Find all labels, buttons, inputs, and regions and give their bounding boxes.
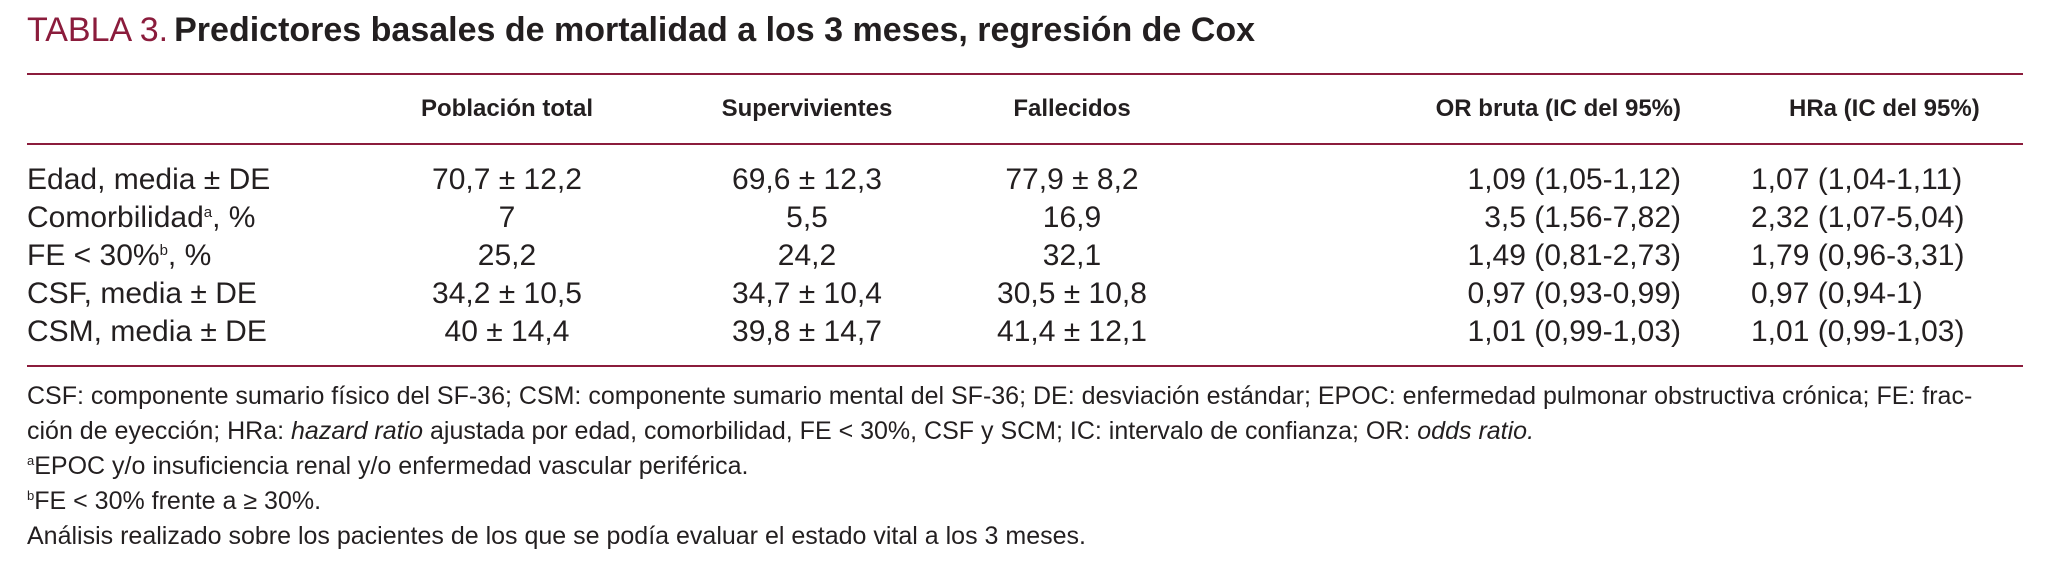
row-label: FE < 30%b, % bbox=[27, 237, 357, 275]
cell-fallecidos: 77,9 ± 8,2 bbox=[1005, 163, 1139, 196]
footnote-abbreviations-1: CSF: componente sumario físico del SF-36… bbox=[27, 382, 1973, 410]
footnote-mark: a bbox=[203, 204, 213, 221]
footnote-abbreviations-2: ción de eyección; HRa: hazard ratio ajus… bbox=[27, 414, 2023, 449]
cell-hra: 2,32 (1,07-5,04) bbox=[1751, 201, 1965, 234]
table-body: Edad, media ± DE 70,7 ± 12,2 69,6 ± 12,3 77… bbox=[27, 145, 2023, 365]
cell-hra: 1,01 (0,99-1,03) bbox=[1751, 315, 1965, 348]
cell-or-bruta: 1,09 (1,05-1,12) bbox=[1467, 163, 1681, 196]
cell-supervivientes: 5,5 bbox=[786, 201, 828, 234]
footnote-mark: a bbox=[27, 453, 35, 468]
cell-or-bruta: 0,97 (0,93-0,99) bbox=[1467, 277, 1681, 310]
table-row: FE < 30%b, % 25,2 24,2 32,1 1,49 (0,81-2,73)… bbox=[27, 237, 2023, 275]
header-fallecidos: Fallecidos bbox=[1013, 95, 1131, 122]
cell-poblacion-total: 25,2 bbox=[477, 239, 537, 272]
cell-hra: 1,79 (0,96-3,31) bbox=[1751, 239, 1965, 272]
table-row: Comorbilidada, % 7 5,5 16,9 3,5 (1,56-7,82) 2… bbox=[27, 199, 2023, 237]
footnote-italic: odds ratio. bbox=[1417, 417, 1535, 445]
table-row: Edad, media ± DE 70,7 ± 12,2 69,6 ± 12,3 77… bbox=[27, 145, 2023, 199]
row-label-text: FE < 30% bbox=[27, 239, 160, 272]
row-label: CSF, media ± DE bbox=[27, 275, 357, 313]
footnote-b: bFE < 30% frente a ≥ 30%. bbox=[27, 484, 2023, 519]
footnote-analysis: Análisis realizado sobre los pacientes d… bbox=[27, 522, 1086, 550]
cell-fallecidos: 32,1 bbox=[1042, 239, 1102, 272]
cell-or-bruta: 3,5 (1,56-7,82) bbox=[1484, 201, 1681, 234]
cell-fallecidos: 41,4 ± 12,1 bbox=[997, 315, 1147, 348]
cell-fallecidos: 30,5 ± 10,8 bbox=[997, 277, 1147, 310]
table-figure: TABLA 3. Predictores basales de mortalida… bbox=[27, 8, 2023, 554]
cell-supervivientes: 69,6 ± 12,3 bbox=[732, 163, 882, 196]
header-rule bbox=[27, 143, 2023, 145]
row-label-text: CSM, media ± DE bbox=[27, 315, 267, 348]
table-row: CSM, media ± DE 40 ± 14,4 39,8 ± 14,7 41,4 … bbox=[27, 313, 2023, 365]
cell-supervivientes: 34,7 ± 10,4 bbox=[732, 277, 882, 310]
footnote-italic: hazard ratio bbox=[291, 417, 424, 445]
header-poblacion-total: Población total bbox=[420, 95, 593, 122]
row-label: Edad, media ± DE bbox=[27, 145, 357, 199]
data-table: Población total Supervivientes Fallecido… bbox=[27, 75, 2023, 143]
cell-hra: 0,97 (0,94-1) bbox=[1751, 277, 1923, 310]
bottom-rule bbox=[27, 365, 2023, 367]
cell-poblacion-total: 7 bbox=[498, 201, 516, 234]
row-label-text: Comorbilidad bbox=[27, 201, 204, 234]
footnote-text: FE < 30% frente a ≥ 30%. bbox=[34, 487, 322, 515]
row-label-text: Edad, media ± DE bbox=[27, 163, 271, 196]
header-supervivientes: Supervivientes bbox=[721, 95, 893, 122]
cell-or-bruta: 1,49 (0,81-2,73) bbox=[1467, 239, 1681, 272]
table-title: TABLA 3. Predictores basales de mortalida… bbox=[27, 8, 2023, 52]
footnote-text: ajustada por edad, comorbilidad, FE < 30… bbox=[423, 417, 1418, 445]
footnote-a: aEPOC y/o insuficiencia renal y/o enferm… bbox=[27, 449, 2023, 484]
cell-poblacion-total: 34,2 ± 10,5 bbox=[432, 277, 582, 310]
row-label: CSM, media ± DE bbox=[27, 313, 357, 365]
cell-supervivientes: 24,2 bbox=[777, 239, 837, 272]
table-footnotes: CSF: componente sumario físico del SF-36… bbox=[27, 379, 2023, 554]
header-hra: HRa (IC del 95%) bbox=[1789, 95, 1980, 122]
footnote-mark: b bbox=[27, 488, 35, 503]
row-label-suffix: , % bbox=[212, 201, 256, 234]
table-label: TABLA 3. bbox=[27, 11, 169, 49]
cell-hra: 1,07 (1,04-1,11) bbox=[1751, 163, 1963, 196]
table-row: CSF, media ± DE 34,2 ± 10,5 34,7 ± 10,4 30,… bbox=[27, 275, 2023, 313]
footnote-text: ción de eyección; HRa: bbox=[27, 417, 292, 445]
top-rule bbox=[27, 73, 2023, 75]
cell-fallecidos: 16,9 bbox=[1042, 201, 1102, 234]
row-label: Comorbilidada, % bbox=[27, 199, 357, 237]
cell-poblacion-total: 40 ± 14,4 bbox=[444, 315, 570, 348]
header-or-bruta: OR bruta (IC del 95%) bbox=[1435, 95, 1681, 122]
header-empty bbox=[27, 75, 357, 143]
cell-or-bruta: 1,01 (0,99-1,03) bbox=[1467, 315, 1681, 348]
header-row: Población total Supervivientes Fallecido… bbox=[27, 75, 2023, 143]
row-label-suffix: , % bbox=[167, 239, 212, 272]
footnote-text: EPOC y/o insuficiencia renal y/o enferme… bbox=[34, 452, 749, 480]
row-label-text: CSF, media ± DE bbox=[27, 277, 257, 310]
table-header: Población total Supervivientes Fallecido… bbox=[27, 75, 2023, 143]
cell-poblacion-total: 70,7 ± 12,2 bbox=[432, 163, 582, 196]
data-table-body: Edad, media ± DE 70,7 ± 12,2 69,6 ± 12,3 77… bbox=[27, 145, 2023, 365]
cell-supervivientes: 39,8 ± 14,7 bbox=[732, 315, 882, 348]
footnote-mark: b bbox=[159, 242, 168, 259]
table-caption: Predictores basales de mortalidad a los … bbox=[174, 11, 1256, 49]
